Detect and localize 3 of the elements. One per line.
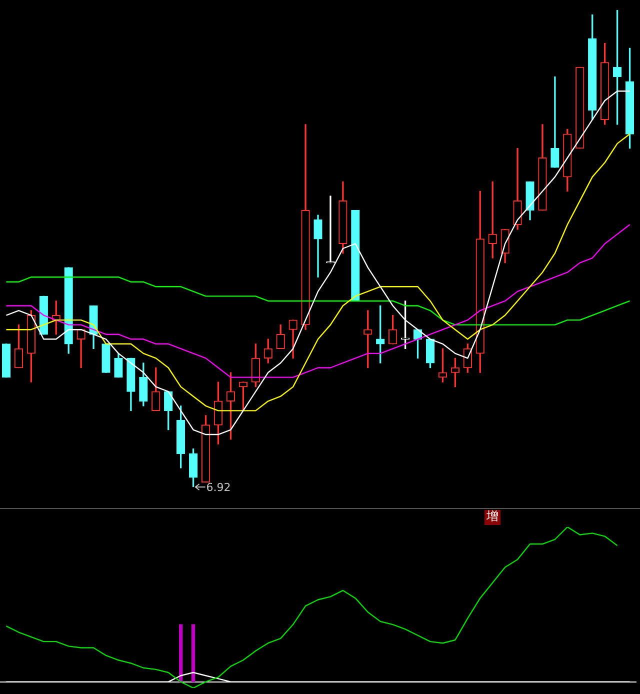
candlestick bbox=[550, 76, 560, 168]
annotation: 6.92 bbox=[206, 480, 231, 494]
text: 增 bbox=[486, 509, 499, 524]
